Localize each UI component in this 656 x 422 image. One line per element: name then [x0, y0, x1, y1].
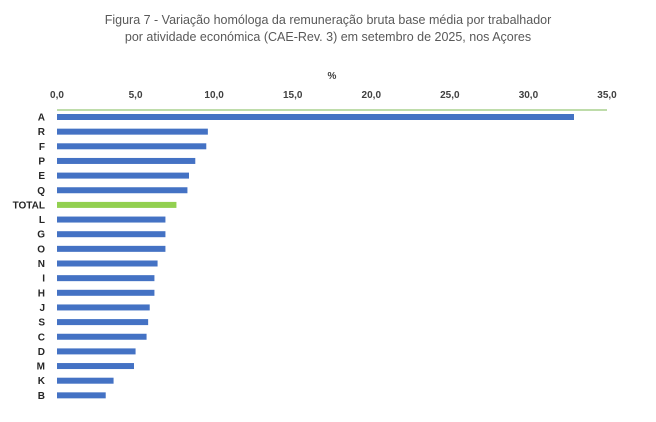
category-label-s: S — [38, 318, 45, 329]
category-label-q: Q — [37, 186, 45, 197]
category-label-k: K — [38, 376, 46, 387]
category-label-total: TOTAL — [13, 200, 45, 211]
bar-m — [57, 363, 134, 370]
x-tick-label: 20,0 — [362, 90, 382, 101]
x-tick-label: 0,0 — [50, 90, 64, 101]
bar-l — [57, 216, 166, 223]
chart-title-line-2: por atividade económica (CAE-Rev. 3) em … — [124, 30, 532, 44]
bar-c — [57, 333, 147, 340]
bar-b — [57, 392, 106, 399]
axis-unit-label: % — [328, 71, 337, 82]
category-label-l: L — [39, 215, 45, 226]
x-tick-label: 30,0 — [519, 90, 539, 101]
x-tick-label: 15,0 — [283, 90, 303, 101]
category-label-h: H — [38, 288, 45, 299]
category-label-d: D — [38, 347, 45, 358]
x-tick-label: 25,0 — [440, 90, 460, 101]
category-label-e: E — [38, 171, 45, 182]
bar-g — [57, 231, 166, 238]
x-tick-label: 35,0 — [597, 90, 617, 101]
category-label-r: R — [38, 127, 46, 138]
category-label-f: F — [39, 142, 45, 153]
bar-r — [57, 128, 208, 135]
category-label-o: O — [37, 244, 45, 255]
category-label-p: P — [38, 156, 45, 167]
bar-o — [57, 245, 166, 252]
category-label-j: J — [39, 303, 45, 314]
bar-a — [57, 114, 574, 120]
bar-q — [57, 187, 188, 194]
category-label-m: M — [37, 362, 45, 373]
category-label-c: C — [38, 332, 45, 343]
bars — [57, 114, 574, 399]
bar-i — [57, 275, 155, 282]
category-label-i: I — [42, 274, 45, 285]
bar-h — [57, 289, 155, 296]
bar-p — [57, 157, 196, 164]
bar-s — [57, 319, 149, 326]
bar-f — [57, 143, 207, 150]
bar-total — [57, 201, 177, 208]
bar-k — [57, 377, 114, 384]
x-axis-ticks: 0,0 5,0 10,0 15,0 20,0 25,0 30,0 35,0 — [50, 90, 617, 111]
x-tick-label: 5,0 — [129, 90, 143, 101]
bar-n — [57, 260, 158, 267]
chart-title-line-1: Figura 7 - Variação homóloga da remunera… — [104, 13, 552, 27]
bar-d — [57, 348, 136, 355]
category-label-b: B — [38, 391, 45, 402]
bar-e — [57, 172, 189, 179]
bar-j — [57, 304, 150, 311]
category-label-g: G — [37, 230, 45, 241]
category-label-a: A — [38, 113, 45, 124]
x-tick-label: 10,0 — [204, 90, 224, 101]
chart-title: Figura 7 - Variação homóloga da remunera… — [0, 12, 656, 46]
category-label-n: N — [38, 259, 45, 270]
